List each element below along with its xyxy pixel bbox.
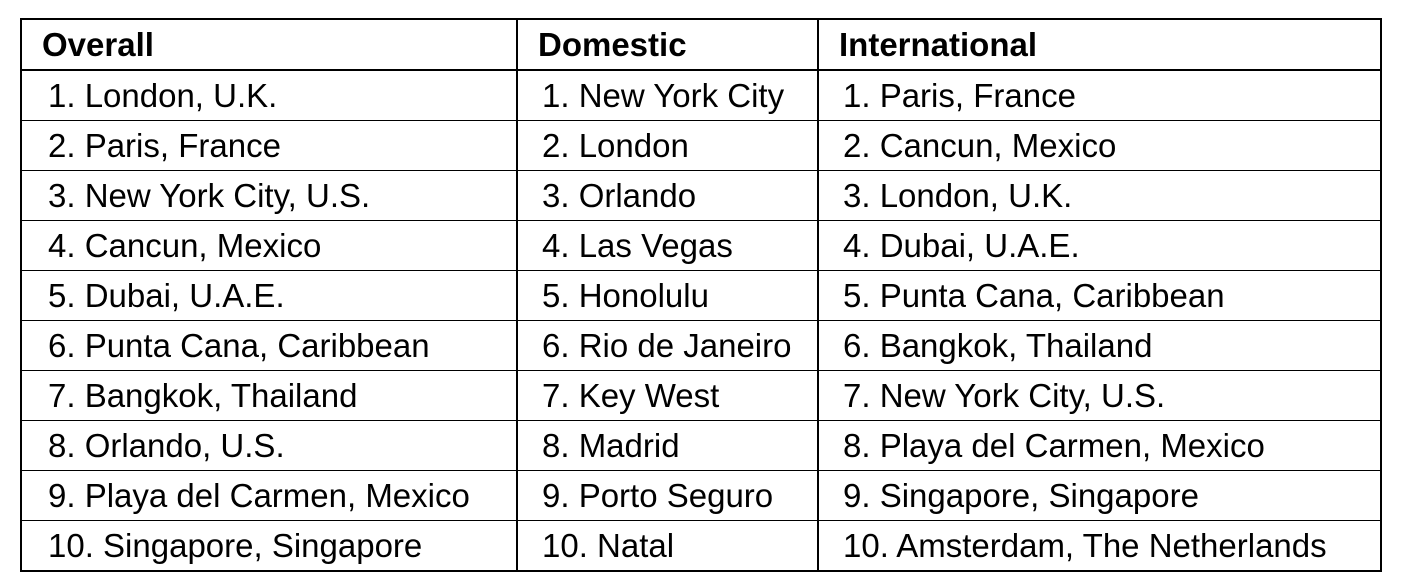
cell-domestic: 8. Madrid (516, 420, 819, 471)
cell-domestic: 2. London (516, 120, 819, 171)
table-row: 5. Dubai, U.A.E. 5. Honolulu 5. Punta Cana… (20, 270, 1382, 321)
table-row: 9. Playa del Carmen, Mexico 9. Porto Segu… (20, 470, 1382, 521)
cell-overall: 6. Punta Cana, Caribbean (20, 320, 518, 371)
cell-international: 1. Paris, France (817, 69, 1382, 121)
cell-overall: 4. Cancun, Mexico (20, 220, 518, 271)
table-row: 4. Cancun, Mexico 4. Las Vegas 4. Dubai, U… (20, 220, 1382, 271)
table-row: 2. Paris, France 2. London 2. Cancun, Mexi… (20, 120, 1382, 171)
cell-international: 8. Playa del Carmen, Mexico (817, 420, 1382, 471)
column-header-domestic: Domestic (516, 18, 819, 71)
cell-domestic: 5. Honolulu (516, 270, 819, 321)
table-body: 1. London, U.K. 1. New York City 1. Paris,… (20, 69, 1382, 572)
cell-overall: 1. London, U.K. (20, 69, 518, 121)
table-row: 10. Singapore, Singapore 10. Natal 10. Ams… (20, 520, 1382, 572)
cell-domestic: 3. Orlando (516, 170, 819, 221)
cell-overall: 3. New York City, U.S. (20, 170, 518, 221)
cell-domestic: 4. Las Vegas (516, 220, 819, 271)
cell-international: 5. Punta Cana, Caribbean (817, 270, 1382, 321)
table-row: 6. Punta Cana, Caribbean 6. Rio de Janeir… (20, 320, 1382, 371)
destination-ranking-table: Overall Domestic International 1. London… (20, 18, 1382, 572)
header-row: Overall Domestic International (20, 18, 1382, 71)
column-header-international: International (817, 18, 1382, 71)
cell-overall: 10. Singapore, Singapore (20, 520, 518, 572)
cell-international: 2. Cancun, Mexico (817, 120, 1382, 171)
cell-international: 7. New York City, U.S. (817, 370, 1382, 421)
table-row: 3. New York City, U.S. 3. Orlando 3. Londo… (20, 170, 1382, 221)
cell-international: 3. London, U.K. (817, 170, 1382, 221)
cell-overall: 5. Dubai, U.A.E. (20, 270, 518, 321)
column-header-overall: Overall (20, 18, 518, 71)
cell-overall: 2. Paris, France (20, 120, 518, 171)
cell-international: 10. Amsterdam, The Netherlands (817, 520, 1382, 572)
table-row: 1. London, U.K. 1. New York City 1. Paris,… (20, 69, 1382, 121)
table-row: 8. Orlando, U.S. 8. Madrid 8. Playa del Ca… (20, 420, 1382, 471)
cell-domestic: 7. Key West (516, 370, 819, 421)
cell-international: 6. Bangkok, Thailand (817, 320, 1382, 371)
cell-domestic: 9. Porto Seguro (516, 470, 819, 521)
cell-domestic: 10. Natal (516, 520, 819, 572)
cell-international: 4. Dubai, U.A.E. (817, 220, 1382, 271)
cell-international: 9. Singapore, Singapore (817, 470, 1382, 521)
cell-domestic: 6. Rio de Janeiro (516, 320, 819, 371)
cell-domestic: 1. New York City (516, 69, 819, 121)
cell-overall: 9. Playa del Carmen, Mexico (20, 470, 518, 521)
table-row: 7. Bangkok, Thailand 7. Key West 7. New Yo… (20, 370, 1382, 421)
cell-overall: 8. Orlando, U.S. (20, 420, 518, 471)
cell-overall: 7. Bangkok, Thailand (20, 370, 518, 421)
